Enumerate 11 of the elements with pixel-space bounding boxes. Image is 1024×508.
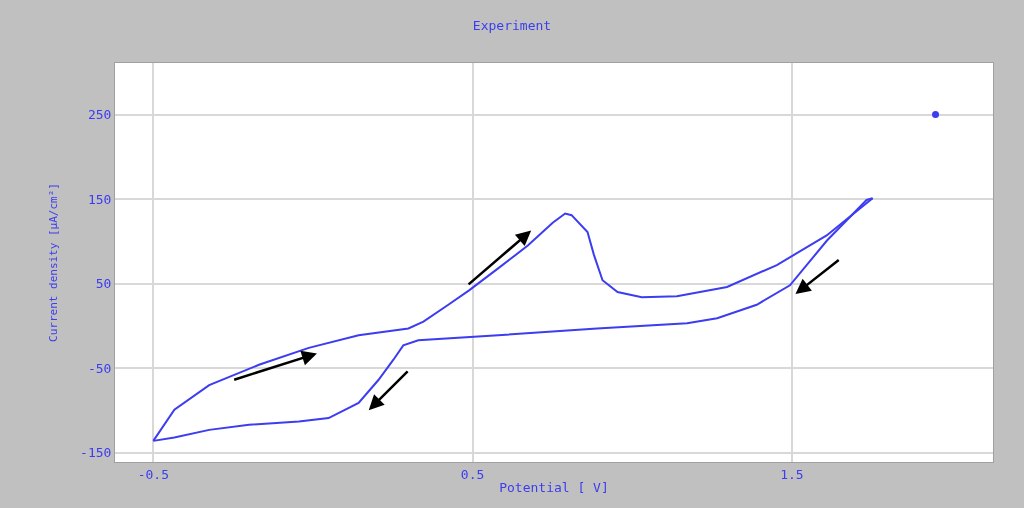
x-tick-label: -0.5 <box>137 466 169 482</box>
y-axis-title: Current density [µA/cm²] <box>46 183 60 342</box>
y-tick-label: 250 <box>87 107 112 123</box>
x-tick-label: 0.5 <box>460 466 485 482</box>
x-tick-label: 1.5 <box>780 466 804 482</box>
y-tick-label: 50 <box>95 276 112 292</box>
y-tick-label: -50 <box>87 360 112 376</box>
y-tick-label: 150 <box>87 191 112 207</box>
x-axis-title: Potential [ V] <box>499 480 609 496</box>
y-tick-label: -150 <box>80 445 112 461</box>
chart-title: Experiment <box>472 17 552 33</box>
